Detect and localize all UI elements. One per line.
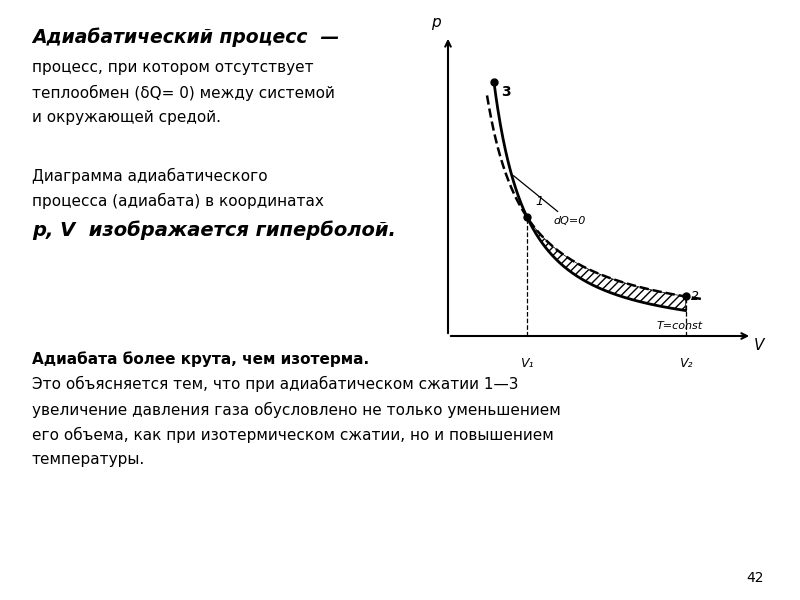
Text: Адиабатический процесс  —: Адиабатический процесс — bbox=[32, 27, 339, 47]
Text: 42: 42 bbox=[746, 571, 764, 585]
Text: T=const: T=const bbox=[657, 322, 703, 331]
Text: Адиабата более крута, чем изотерма.: Адиабата более крута, чем изотерма. bbox=[32, 351, 369, 367]
Text: dQ=0: dQ=0 bbox=[514, 176, 586, 226]
Text: 1: 1 bbox=[535, 196, 543, 208]
Text: V₁: V₁ bbox=[521, 357, 534, 370]
Text: и окружающей средой.: и окружающей средой. bbox=[32, 110, 221, 125]
Text: Диаграмма адиабатического: Диаграмма адиабатического bbox=[32, 168, 268, 184]
Text: его объема, как при изотермическом сжатии, но и повышением: его объема, как при изотермическом сжати… bbox=[32, 427, 554, 443]
Text: V₂: V₂ bbox=[678, 357, 692, 370]
Text: Это объясняется тем, что при адиабатическом сжатии 1—3: Это объясняется тем, что при адиабатичес… bbox=[32, 376, 518, 392]
Text: p, V  изображается гиперболой.: p, V изображается гиперболой. bbox=[32, 221, 396, 241]
Text: увеличение давления газа обусловлено не только уменьшением: увеличение давления газа обусловлено не … bbox=[32, 401, 561, 418]
Text: V: V bbox=[754, 337, 764, 352]
Text: 3: 3 bbox=[501, 85, 510, 99]
Text: процесса (адиабата) в координатах: процесса (адиабата) в координатах bbox=[32, 193, 324, 209]
Text: теплообмен (δQ= 0) между системой: теплообмен (δQ= 0) между системой bbox=[32, 85, 335, 101]
Text: p: p bbox=[431, 15, 441, 30]
Text: 2: 2 bbox=[691, 290, 699, 303]
Text: процесс, при котором отсутствует: процесс, при котором отсутствует bbox=[32, 60, 314, 75]
Text: температуры.: температуры. bbox=[32, 452, 146, 467]
